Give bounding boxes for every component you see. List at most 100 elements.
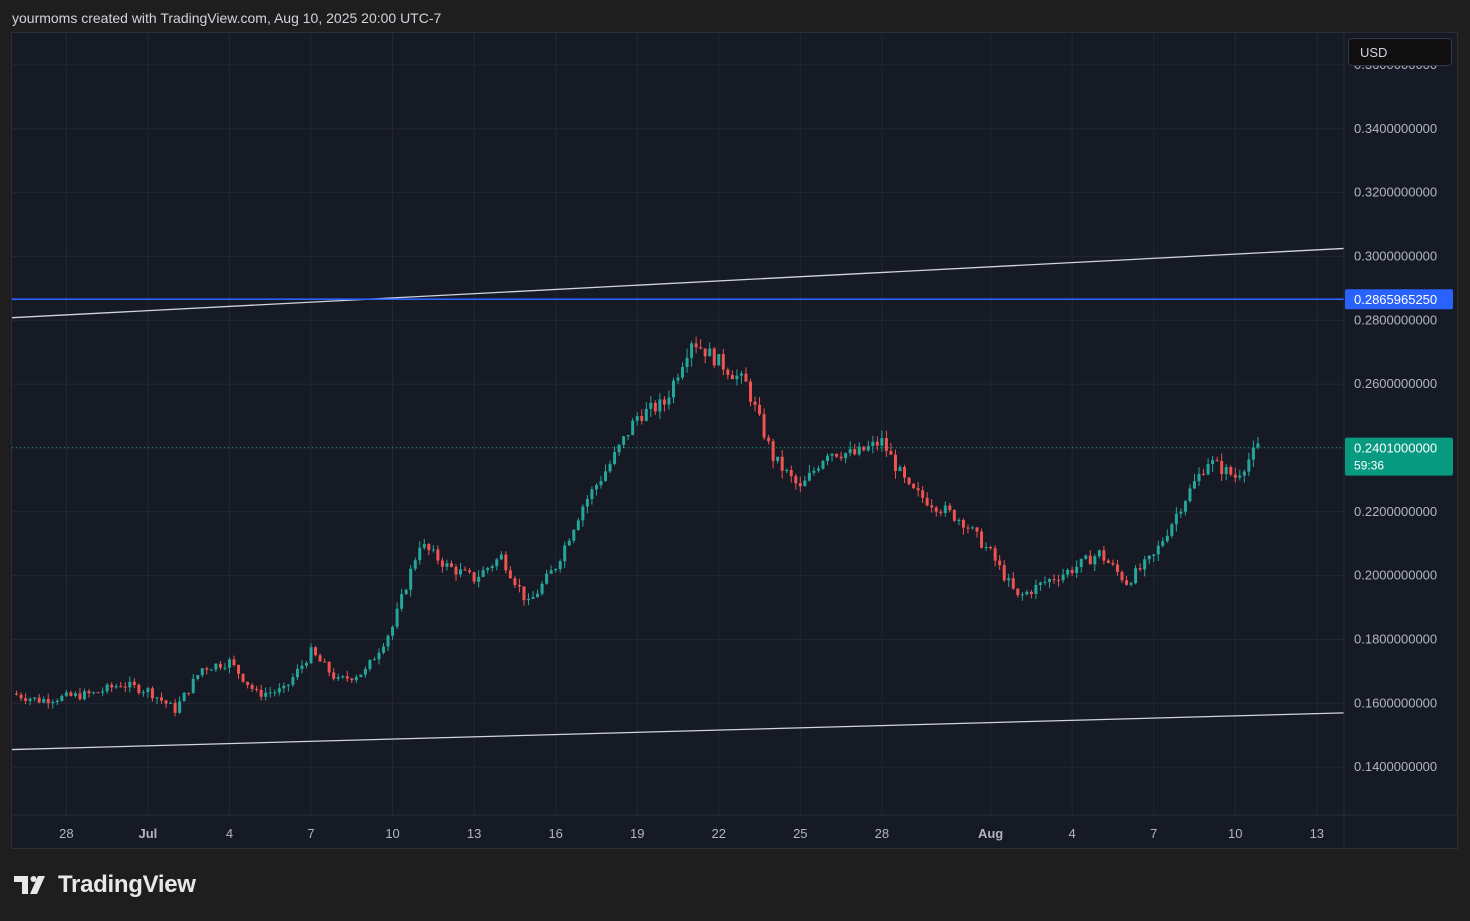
candle-body [1025, 591, 1029, 595]
candle-body [504, 554, 508, 571]
candle-body [903, 467, 907, 478]
x-tick-label: 4 [226, 826, 233, 841]
candlestick-chart[interactable]: 0.36000000000.34000000000.32000000000.30… [12, 33, 1457, 848]
candle-body [182, 692, 186, 702]
candle-body [585, 498, 589, 507]
candle-body [345, 676, 349, 679]
candle-body [1011, 578, 1015, 589]
trend-line-upper [12, 247, 1345, 319]
candle-body [73, 693, 77, 696]
candle-body [1229, 467, 1233, 475]
candle-body [205, 668, 209, 670]
candle-body [1097, 550, 1101, 557]
candle-body [309, 647, 313, 664]
candle-body [295, 668, 299, 678]
candle-body [37, 697, 41, 703]
candle-body [816, 468, 820, 471]
candle-body [246, 681, 250, 685]
candle-body [1192, 481, 1196, 489]
candle-body [241, 673, 245, 682]
candle-body [418, 547, 422, 561]
candle-body [191, 678, 195, 693]
x-tick-label: 13 [1310, 826, 1324, 841]
candle-body [590, 489, 594, 499]
candle-body [594, 485, 598, 490]
candle-body [363, 669, 367, 675]
candle-body [658, 399, 662, 412]
candle-body [989, 547, 993, 549]
candle-body [304, 663, 308, 666]
candle-body [676, 377, 680, 381]
y-tick-label: 0.3000000000 [1354, 248, 1437, 263]
y-tick-label: 0.3200000000 [1354, 185, 1437, 200]
candle-body [323, 661, 327, 663]
candle-body [105, 684, 109, 692]
candle-body [200, 668, 204, 676]
candle-body [395, 608, 399, 627]
x-tick-label: 28 [59, 826, 73, 841]
candle-body [708, 348, 712, 357]
candle-body [1102, 550, 1106, 561]
candle-body [454, 566, 458, 575]
candle-body [776, 456, 780, 461]
candle-body [1170, 524, 1174, 536]
x-tick-label: 19 [630, 826, 644, 841]
trend-line-lower [12, 712, 1345, 751]
candle-body [150, 688, 154, 699]
candle-body [60, 695, 64, 701]
grid [12, 33, 1344, 815]
price-tags: 0.2865965250 0.2401000000 59:36 [1345, 289, 1453, 476]
x-tick-label: 25 [793, 826, 807, 841]
candle-body [563, 545, 567, 562]
candle-body [1220, 460, 1224, 475]
candle-body [540, 583, 544, 594]
candle-body [173, 702, 177, 713]
x-tick-label: 13 [467, 826, 481, 841]
candle-body [486, 568, 490, 571]
horizontal-line-tag [1345, 289, 1453, 310]
x-tick-label: 10 [1228, 826, 1242, 841]
candle-body [694, 343, 698, 348]
candle-body [282, 685, 286, 689]
candle-body [826, 455, 830, 462]
candle-body [536, 593, 540, 598]
candle-body [155, 697, 159, 699]
tradingview-logo[interactable]: TradingView [14, 870, 196, 900]
candle-body [318, 655, 322, 662]
candle-body [1129, 583, 1133, 585]
candle-body [671, 380, 675, 398]
candle-body [966, 527, 970, 529]
candle-body [699, 347, 703, 349]
x-tick-label: 10 [385, 826, 399, 841]
candle-body [721, 354, 725, 370]
candle-body [912, 483, 916, 489]
candle-body [626, 435, 630, 437]
x-tick-label: 16 [548, 826, 562, 841]
candle-body [214, 663, 218, 670]
candle-body [1242, 471, 1246, 476]
currency-selector[interactable]: USD [1348, 38, 1452, 66]
candle-body [24, 698, 28, 701]
candle-body [975, 527, 979, 532]
candle-body [1084, 555, 1088, 559]
candle-body [667, 397, 671, 405]
candle-body [96, 692, 100, 694]
y-tick-label: 0.1600000000 [1354, 695, 1437, 710]
candle-body [875, 441, 879, 446]
candle-body [259, 689, 263, 697]
candle-body [42, 699, 46, 703]
candle-body [268, 692, 272, 694]
candle-body [631, 420, 635, 436]
candle-body [939, 511, 943, 513]
candle-body [78, 693, 82, 700]
candle-body [830, 453, 834, 456]
candle-body [1111, 562, 1115, 565]
chart-panel[interactable]: 0.36000000000.34000000000.32000000000.30… [11, 32, 1458, 849]
candle-body [368, 659, 372, 670]
candle-body [1233, 474, 1237, 478]
candle-body [1134, 568, 1138, 584]
candle-body [82, 691, 86, 700]
time-axis: 28 Jul 4 7 10 13 16 19 22 25 28 Aug 4 7 10 13 [12, 814, 1457, 841]
candle-body [526, 598, 530, 601]
candle-body [617, 444, 621, 453]
